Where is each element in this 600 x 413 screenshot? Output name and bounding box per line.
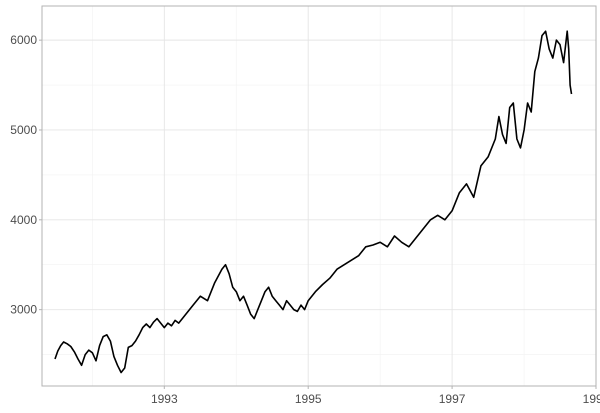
- y-tick-label: 3000: [10, 303, 37, 317]
- x-axis: 1993 1995 1997 1999: [151, 386, 600, 406]
- x-tick-label: 1995: [295, 392, 322, 406]
- y-axis: 3000 4000 5000 6000: [10, 33, 42, 317]
- grid-major: [42, 6, 597, 386]
- x-tick-label: 1999: [583, 392, 600, 406]
- y-tick-label: 6000: [10, 33, 37, 47]
- grid-minor: [42, 6, 596, 386]
- panel-border: [41, 5, 597, 387]
- series-line-0: [54, 30, 573, 374]
- x-tick-label: 1997: [439, 392, 466, 406]
- y-tick-label: 5000: [10, 123, 37, 137]
- x-tick-label: 1993: [151, 392, 178, 406]
- series-layer: [54, 30, 573, 374]
- axis-frame: [41, 5, 597, 387]
- y-tick-label: 4000: [10, 213, 37, 227]
